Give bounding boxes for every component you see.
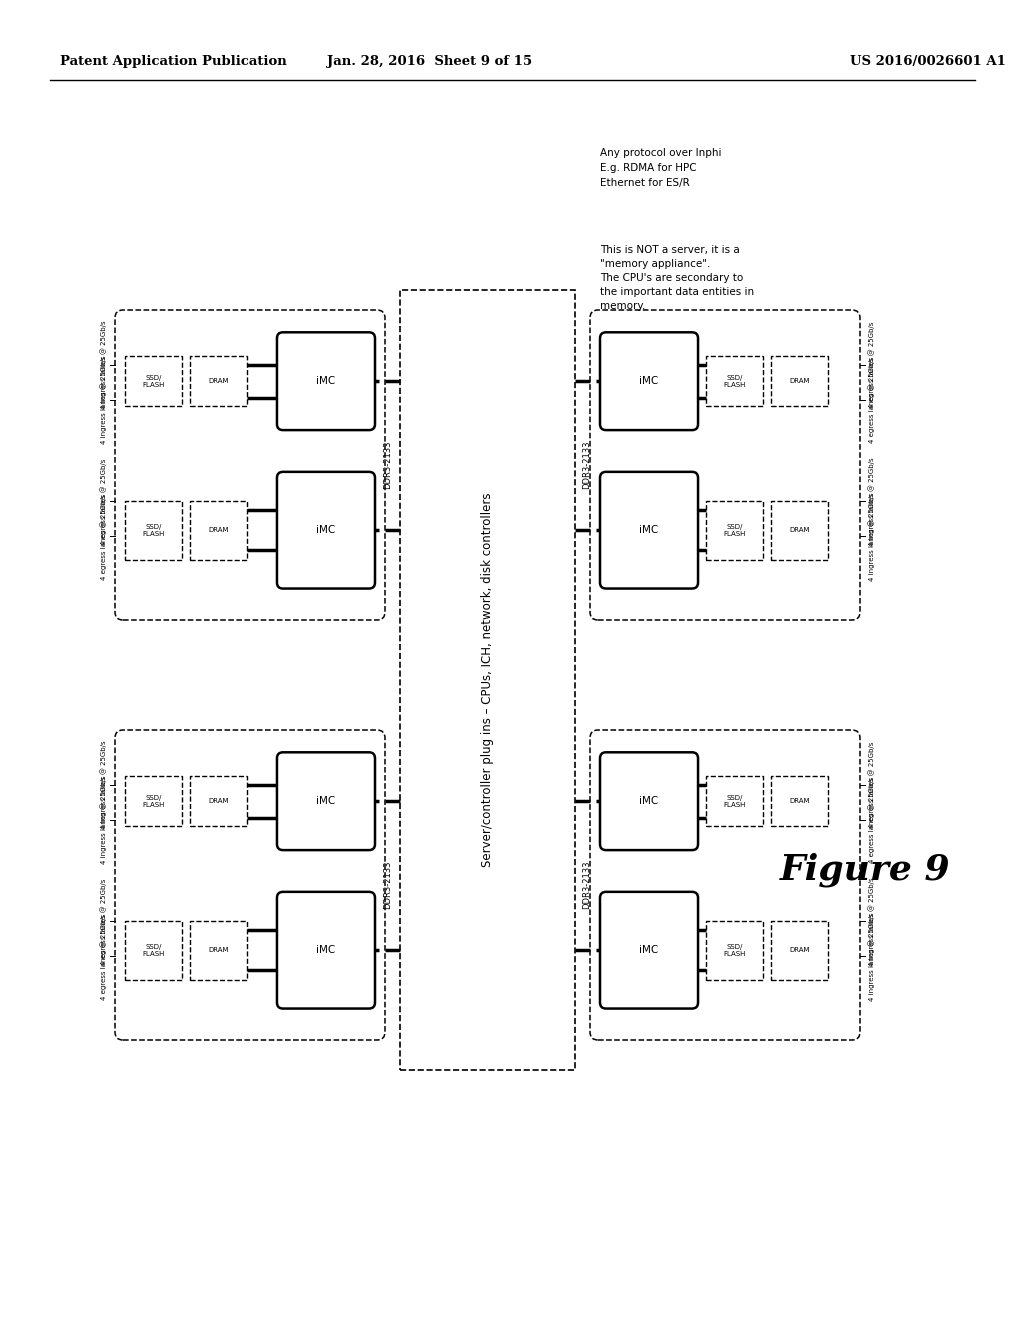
Text: 4 egress lanes @ 25Gb/s: 4 egress lanes @ 25Gb/s	[868, 322, 874, 408]
Bar	[400, 290, 575, 1071]
Text: DDR3-2133: DDR3-2133	[384, 441, 392, 490]
Text: iMC: iMC	[316, 945, 336, 956]
Text: iMC: iMC	[639, 796, 658, 807]
Text: iMC: iMC	[639, 376, 658, 387]
Text: 4 egress lanes @ 25Gb/s: 4 egress lanes @ 25Gb/s	[100, 913, 106, 999]
Text: DDR3-2133: DDR3-2133	[583, 441, 592, 490]
Text: iMC: iMC	[316, 376, 336, 387]
Text: US 2016/0026601 A1: US 2016/0026601 A1	[850, 55, 1006, 69]
Bar	[706, 356, 763, 407]
Text: SSD/
FLASH: SSD/ FLASH	[142, 375, 165, 388]
Bar	[125, 500, 182, 560]
Text: iMC: iMC	[316, 525, 336, 535]
Text: 4 egress lanes @ 25Gb/s: 4 egress lanes @ 25Gb/s	[100, 494, 106, 579]
Text: Server/controller plug ins – CPUs, ICH, network, disk controllers: Server/controller plug ins – CPUs, ICH, …	[481, 492, 494, 867]
Text: 4 egress lanes @ 25Gb/s: 4 egress lanes @ 25Gb/s	[868, 356, 874, 444]
Bar	[189, 500, 247, 560]
Bar	[125, 356, 182, 407]
Text: SSD/
FLASH: SSD/ FLASH	[142, 944, 165, 957]
Text: 4 egress lanes @ 25Gb/s: 4 egress lanes @ 25Gb/s	[100, 878, 106, 965]
Text: 4 egress lanes @ 25Gb/s: 4 egress lanes @ 25Gb/s	[868, 776, 874, 863]
Text: iMC: iMC	[639, 945, 658, 956]
Text: Patent Application Publication: Patent Application Publication	[60, 55, 287, 69]
Bar	[771, 776, 827, 826]
Text: DRAM: DRAM	[208, 379, 228, 384]
Text: DRAM: DRAM	[208, 799, 228, 804]
Text: 4 ingress lanes @ 25Gb/s: 4 ingress lanes @ 25Gb/s	[868, 492, 874, 581]
Text: DDR3-2133: DDR3-2133	[583, 861, 592, 909]
Text: 4 ingress lanes @ 25Gb/s: 4 ingress lanes @ 25Gb/s	[100, 741, 106, 829]
Text: DRAM: DRAM	[208, 527, 228, 533]
Text: Jan. 28, 2016  Sheet 9 of 15: Jan. 28, 2016 Sheet 9 of 15	[328, 55, 532, 69]
Bar	[125, 776, 182, 826]
Text: Any protocol over Inphi
E.g. RDMA for HPC
Ethernet for ES/R: Any protocol over Inphi E.g. RDMA for HP…	[600, 148, 722, 187]
Text: iMC: iMC	[316, 796, 336, 807]
Text: 4 ingress lanes @ 25Gb/s: 4 ingress lanes @ 25Gb/s	[868, 876, 874, 966]
Text: 4 egress lanes @ 25Gb/s: 4 egress lanes @ 25Gb/s	[868, 742, 874, 828]
Bar	[771, 356, 827, 407]
Bar	[771, 500, 827, 560]
Text: 4 ingress lanes @ 25Gb/s: 4 ingress lanes @ 25Gb/s	[868, 912, 874, 1001]
Bar	[706, 776, 763, 826]
Bar	[771, 920, 827, 979]
Bar	[125, 920, 182, 979]
Text: SSD/
FLASH: SSD/ FLASH	[723, 795, 745, 808]
Text: DRAM: DRAM	[788, 379, 809, 384]
Text: iMC: iMC	[639, 525, 658, 535]
Text: DRAM: DRAM	[788, 799, 809, 804]
Bar	[189, 776, 247, 826]
Text: DRAM: DRAM	[208, 948, 228, 953]
Text: SSD/
FLASH: SSD/ FLASH	[723, 944, 745, 957]
Text: SSD/
FLASH: SSD/ FLASH	[723, 524, 745, 537]
Text: DRAM: DRAM	[788, 948, 809, 953]
Text: This is NOT a server, it is a
"memory appliance".
The CPU's are secondary to
the: This is NOT a server, it is a "memory ap…	[600, 246, 754, 312]
Text: 4 ingress lanes @ 25Gb/s: 4 ingress lanes @ 25Gb/s	[868, 457, 874, 545]
Text: 4 ingress lanes @ 25Gb/s: 4 ingress lanes @ 25Gb/s	[100, 321, 106, 409]
Text: SSD/
FLASH: SSD/ FLASH	[723, 375, 745, 388]
Text: 4 egress lanes @ 25Gb/s: 4 egress lanes @ 25Gb/s	[100, 458, 106, 545]
Text: 4 ingress lanes @ 25Gb/s: 4 ingress lanes @ 25Gb/s	[100, 776, 106, 865]
Bar	[189, 920, 247, 979]
Text: 4 ingress lanes @ 25Gb/s: 4 ingress lanes @ 25Gb/s	[100, 355, 106, 445]
Bar	[189, 356, 247, 407]
Bar	[706, 920, 763, 979]
Text: Figure 9: Figure 9	[779, 853, 950, 887]
Bar	[706, 500, 763, 560]
Text: DRAM: DRAM	[788, 527, 809, 533]
Text: SSD/
FLASH: SSD/ FLASH	[142, 795, 165, 808]
Text: SSD/
FLASH: SSD/ FLASH	[142, 524, 165, 537]
Text: DDR3-2133: DDR3-2133	[384, 861, 392, 909]
